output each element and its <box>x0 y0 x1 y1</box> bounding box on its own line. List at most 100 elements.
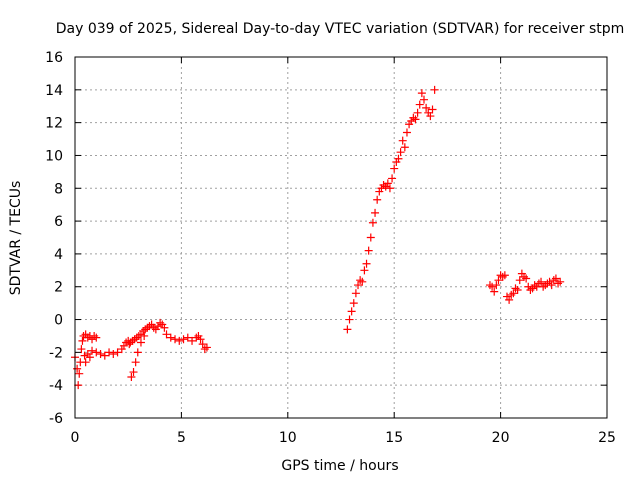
data-point <box>345 315 354 324</box>
data-point <box>73 364 82 373</box>
data-point <box>511 284 520 293</box>
data-point <box>160 323 169 332</box>
data-point <box>162 330 171 339</box>
data-point <box>522 274 531 283</box>
data-point <box>364 246 373 255</box>
data-point <box>490 287 499 296</box>
x-tick-label: 20 <box>492 430 510 446</box>
data-point <box>131 358 140 367</box>
data-point <box>83 350 92 359</box>
x-tick-label: 5 <box>177 430 186 446</box>
y-tick-label: -4 <box>49 378 63 394</box>
grid <box>75 57 607 418</box>
plot-frame <box>74 56 608 419</box>
data-point <box>200 345 209 354</box>
data-point <box>343 325 352 334</box>
x-axis-label: GPS time / hours <box>281 458 398 474</box>
data-point <box>415 100 424 109</box>
data-point <box>547 281 556 290</box>
data-point <box>428 105 437 114</box>
data-point <box>373 195 382 204</box>
chart-title: Day 039 of 2025, Sidereal Day-to-day VTE… <box>56 21 625 37</box>
data-point <box>515 276 524 285</box>
data-point <box>196 335 205 344</box>
data-point <box>77 345 86 354</box>
data-point <box>360 266 369 275</box>
data-point <box>127 372 136 381</box>
data-point <box>537 277 546 286</box>
data-point <box>109 350 118 359</box>
data-point <box>413 108 422 117</box>
data-point <box>133 348 142 357</box>
data-point <box>100 351 109 360</box>
data-point <box>81 358 90 367</box>
data-point <box>398 136 407 145</box>
data-point <box>78 336 87 345</box>
y-tick-label: 0 <box>54 313 63 329</box>
data-point <box>426 112 435 121</box>
data-point <box>171 335 180 344</box>
data-point <box>505 295 514 304</box>
data-point <box>507 290 516 299</box>
y-tick-label: -2 <box>49 345 63 361</box>
data-point <box>385 184 394 193</box>
data-point <box>351 289 360 298</box>
data-point <box>388 174 397 183</box>
y-tick-label: 16 <box>45 50 63 66</box>
data-point <box>500 271 509 280</box>
x-tick-label: 10 <box>279 430 297 446</box>
x-tick-label: 15 <box>385 430 403 446</box>
data-point <box>105 348 114 357</box>
data-point <box>92 348 101 357</box>
data-point <box>75 369 84 378</box>
x-tick-label: 0 <box>71 430 80 446</box>
data-point <box>430 85 439 94</box>
data-point <box>417 89 426 98</box>
data-point <box>183 333 192 342</box>
data-point <box>188 336 197 345</box>
y-axis-label: SDTVAR / TECUs <box>8 181 24 296</box>
data-point <box>140 331 149 340</box>
data-point <box>509 289 518 298</box>
x-tick-label: 25 <box>598 430 616 446</box>
data-point <box>422 103 431 112</box>
data-point <box>396 148 405 157</box>
y-tick-label: 8 <box>54 181 63 197</box>
data-point <box>113 348 122 357</box>
data-point <box>175 336 184 345</box>
data-point <box>349 299 358 308</box>
y-tick-label: 14 <box>45 83 63 99</box>
data-point <box>198 340 207 349</box>
data-point <box>347 307 356 316</box>
data-point <box>129 368 138 377</box>
data-point <box>488 282 497 291</box>
y-tick-label: 12 <box>45 116 63 132</box>
axis-ticks: 0 5 10 15 20 25 -6 -4 -2 0 2 4 6 8 10 12 14 16 <box>45 50 616 446</box>
data-point <box>166 333 175 342</box>
y-tick-label: 10 <box>45 148 63 164</box>
data-point <box>358 277 367 286</box>
data-point <box>390 164 399 173</box>
y-tick-label: 6 <box>54 214 63 230</box>
data-point <box>74 381 83 390</box>
data-point <box>400 143 409 152</box>
data-point <box>368 218 377 227</box>
data-point <box>366 233 375 242</box>
data-point <box>371 208 380 217</box>
data-point <box>356 276 365 285</box>
data-point <box>383 179 392 188</box>
y-tick-label: 4 <box>54 247 63 263</box>
data-points <box>71 85 565 390</box>
data-point <box>494 276 503 285</box>
data-point <box>354 281 363 290</box>
data-point <box>492 281 501 290</box>
data-point <box>96 350 105 359</box>
data-point <box>88 346 97 355</box>
data-point <box>402 128 411 137</box>
data-point <box>136 338 145 347</box>
data-point <box>556 277 565 286</box>
data-point <box>92 333 101 342</box>
y-tick-label: -6 <box>49 411 63 427</box>
data-point <box>411 115 420 124</box>
